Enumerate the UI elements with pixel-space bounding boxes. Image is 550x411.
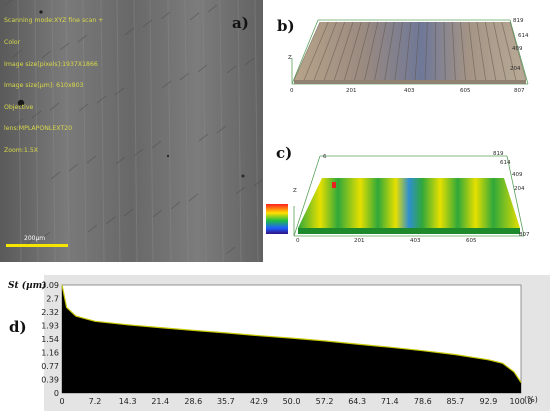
x-tick-label: 78.6 (414, 397, 432, 406)
y-tick-c: 819 (493, 151, 504, 157)
x-tick-label: 71.4 (381, 397, 399, 406)
y-axis-label: St (µm) (8, 280, 46, 291)
x-tick-label: 14.3 (119, 397, 137, 406)
overlay-line: Scanning mode:XYZ fine scan + (4, 17, 104, 25)
x-tick-b: 807 (514, 88, 525, 94)
x-tick-label: 21.4 (151, 397, 169, 406)
acquisition-settings: Scanning mode:XYZ fine scan + Color Imag… (4, 3, 103, 169)
x-tick-label: 85.7 (446, 397, 464, 406)
panel-label-c: c) (276, 144, 293, 162)
z-axis-label-c: Z (293, 188, 297, 194)
x-tick-label: 35.7 (217, 397, 235, 406)
overlay-line: Color (4, 39, 21, 47)
microscope-image: Scanning mode:XYZ fine scan + Color Imag… (0, 0, 263, 262)
x-axis-unit: (%) (524, 395, 538, 404)
y-tick-label: 2.32 (41, 308, 59, 317)
overlay-line: Objective (4, 103, 34, 111)
x-tick-b: 605 (460, 88, 471, 94)
bearing-curve-line (61, 284, 522, 383)
bearing-area-chart: 3.09 2.7 2.32 1.93 1.54 1.16 0.77 0.39 0 0 7.2 14.… (8, 275, 550, 411)
x-tick-label: 0 (59, 397, 64, 406)
overlay-line: Zoom:1.5X (4, 147, 39, 155)
x-tick-label: 42.9 (250, 397, 268, 406)
surface-texture (0, 0, 263, 262)
y-tick-c: 409 (512, 172, 523, 178)
overlay-line: lens:MPLAPONLEXT20 (4, 125, 73, 133)
x-tick-b: 403 (404, 88, 415, 94)
panel-label-a: a) (232, 14, 249, 32)
y-tick-c: 614 (500, 160, 511, 166)
x-tick-b: 0 (290, 88, 294, 94)
bearing-curve-area (62, 285, 521, 393)
z-axis-label-b: Z (288, 55, 292, 61)
y-tick-b: 819 (513, 18, 524, 24)
scale-bar-label: 200µm (24, 235, 46, 242)
panel-label-b: b) (277, 17, 295, 35)
y-tick-label: 0.39 (41, 375, 59, 384)
height-surface (298, 178, 520, 228)
y-tick-b: 204 (510, 66, 521, 72)
y-tick-c: 204 (514, 186, 525, 192)
x-tick-label: 57.2 (316, 397, 334, 406)
y-tick-b: 409 (512, 46, 523, 52)
y-tick-label: 1.54 (41, 335, 59, 344)
y-tick-label: 3.09 (41, 281, 59, 290)
z-top-tick-c: 6 (323, 154, 327, 160)
overlay-line: Image size[pixels]:1937X1866 (4, 60, 98, 68)
y-tick-label: 2.7 (46, 295, 59, 304)
x-tick-label: 100.0 (510, 397, 533, 406)
y-tick-b: 614 (518, 33, 529, 39)
peak-spot (332, 182, 336, 188)
x-tick-label: 92.9 (480, 397, 498, 406)
x-tick-c: 605 (466, 238, 477, 244)
x-tick-label: 64.3 (348, 397, 366, 406)
overlay-line: Image size[µm]: 610x803 (4, 82, 84, 90)
surface-3d-color (291, 19, 529, 85)
y-tick-label: 1.16 (41, 348, 59, 357)
x-tick-c: 0 (296, 238, 300, 244)
x-tick-b: 201 (346, 88, 357, 94)
x-tick-label: 50.0 (283, 397, 301, 406)
x-tick-c: 403 (410, 238, 421, 244)
y-tick-label: 0 (54, 389, 59, 398)
x-tick-label: 7.2 (89, 397, 102, 406)
pit-mark (17, 99, 25, 107)
surface-patch (294, 22, 526, 80)
y-tick-label: 0.77 (41, 362, 59, 371)
x-tick-c: 201 (354, 238, 365, 244)
scale-bar (6, 244, 68, 247)
x-tick-c: 807 (519, 232, 530, 238)
color-scale-bar (266, 204, 288, 234)
x-tick-label: 28.6 (184, 397, 202, 406)
panel-label-d: d) (9, 318, 27, 336)
surface-3d-height (266, 155, 525, 237)
y-tick-label: 1.93 (41, 322, 59, 331)
